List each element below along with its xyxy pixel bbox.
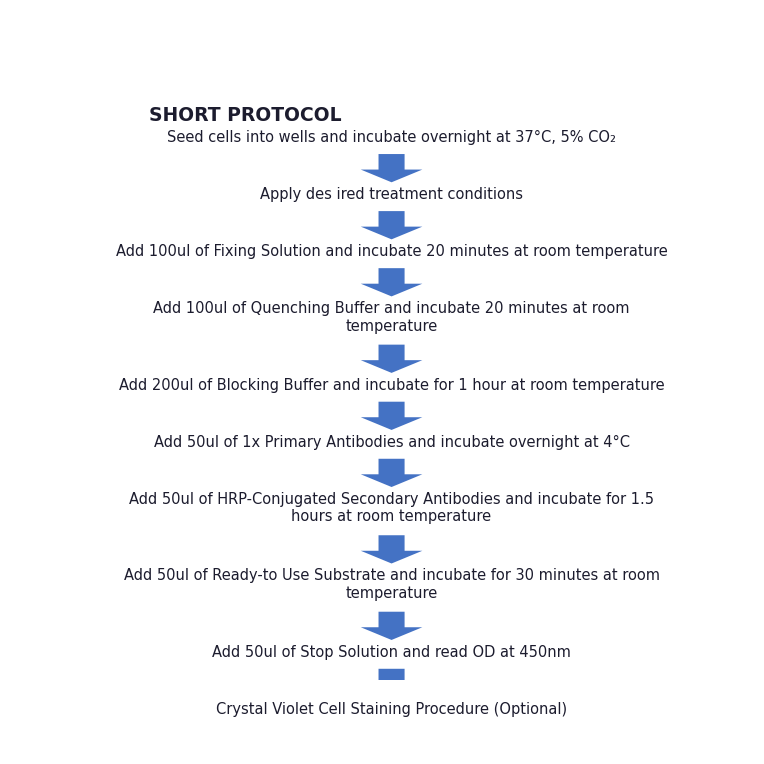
Text: Add 50ul of Ready-to Use Substrate and incubate for 30 minutes at room
temperatu: Add 50ul of Ready-to Use Substrate and i… xyxy=(124,568,659,601)
Polygon shape xyxy=(361,668,422,697)
Text: Seed cells into wells and incubate overnight at 37°C, 5% CO₂: Seed cells into wells and incubate overn… xyxy=(167,130,616,145)
Polygon shape xyxy=(361,345,422,373)
Text: Add 200ul of Blocking Buffer and incubate for 1 hour at room temperature: Add 200ul of Blocking Buffer and incubat… xyxy=(118,377,665,393)
Polygon shape xyxy=(361,154,422,183)
Polygon shape xyxy=(361,268,422,296)
Text: Add 50ul of Stop Solution and read OD at 450nm: Add 50ul of Stop Solution and read OD at… xyxy=(212,645,571,659)
Text: Apply des ired treatment conditions: Apply des ired treatment conditions xyxy=(260,187,523,202)
Polygon shape xyxy=(361,211,422,239)
Polygon shape xyxy=(361,458,422,487)
Polygon shape xyxy=(361,536,422,564)
Polygon shape xyxy=(361,402,422,430)
Text: Add 50ul of 1x Primary Antibodies and incubate overnight at 4°C: Add 50ul of 1x Primary Antibodies and in… xyxy=(154,435,630,450)
Text: Crystal Violet Cell Staining Procedure (Optional): Crystal Violet Cell Staining Procedure (… xyxy=(216,701,567,717)
Text: Add 100ul of Fixing Solution and incubate 20 minutes at room temperature: Add 100ul of Fixing Solution and incubat… xyxy=(115,244,668,259)
Text: Add 50ul of HRP-Conjugated Secondary Antibodies and incubate for 1.5
hours at ro: Add 50ul of HRP-Conjugated Secondary Ant… xyxy=(129,492,654,524)
Text: Add 100ul of Quenching Buffer and incubate 20 minutes at room
temperature: Add 100ul of Quenching Buffer and incuba… xyxy=(154,301,630,334)
Polygon shape xyxy=(361,612,422,640)
Text: SHORT PROTOCOL: SHORT PROTOCOL xyxy=(149,106,342,125)
